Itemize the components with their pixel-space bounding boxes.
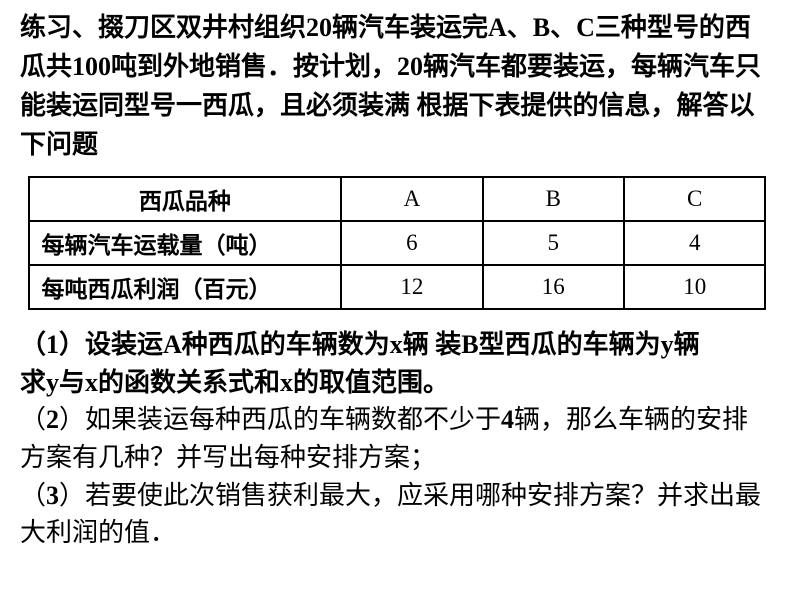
cell: 16 [483, 265, 624, 309]
cell: 10 [624, 265, 765, 309]
row-label-capacity: 每辆汽车运载量（吨） [29, 221, 342, 265]
col-header-name: 西瓜品种 [29, 177, 342, 221]
table-row: 每辆汽车运载量（吨） 6 5 4 [29, 221, 766, 265]
cell: 6 [341, 221, 482, 265]
cell: 12 [341, 265, 482, 309]
table-header-row: 西瓜品种 A B C [29, 177, 766, 221]
question-1a: （1）设装运A种西瓜的车辆数为x辆 装B型西瓜的车辆为y辆 [20, 326, 774, 364]
questions-block: （1）设装运A种西瓜的车辆数为x辆 装B型西瓜的车辆为y辆 求y与x的函数关系式… [20, 326, 774, 552]
question-1b: 求y与x的函数关系式和x的取值范围。 [20, 364, 774, 402]
problem-intro: 练习、掇刀区双井村组织20辆汽车装运完A、B、C三种型号的西瓜共100吨到外地销… [20, 8, 774, 164]
cell: 4 [624, 221, 765, 265]
row-label-profit: 每吨西瓜利润（百元） [29, 265, 342, 309]
col-header-c: C [624, 177, 765, 221]
table-row: 每吨西瓜利润（百元） 12 16 10 [29, 265, 766, 309]
question-2: （2）如果装运每种西瓜的车辆数都不少于4辆，那么车辆的安排方案有几种？并写出每种… [20, 401, 774, 476]
data-table: 西瓜品种 A B C 每辆汽车运载量（吨） 6 5 4 每吨西瓜利润（百元） 1… [28, 176, 767, 310]
col-header-b: B [483, 177, 624, 221]
cell: 5 [483, 221, 624, 265]
question-3: （3）若要使此次销售获利最大，应采用哪种安排方案？并求出最大利润的值． [20, 477, 774, 552]
col-header-a: A [341, 177, 482, 221]
